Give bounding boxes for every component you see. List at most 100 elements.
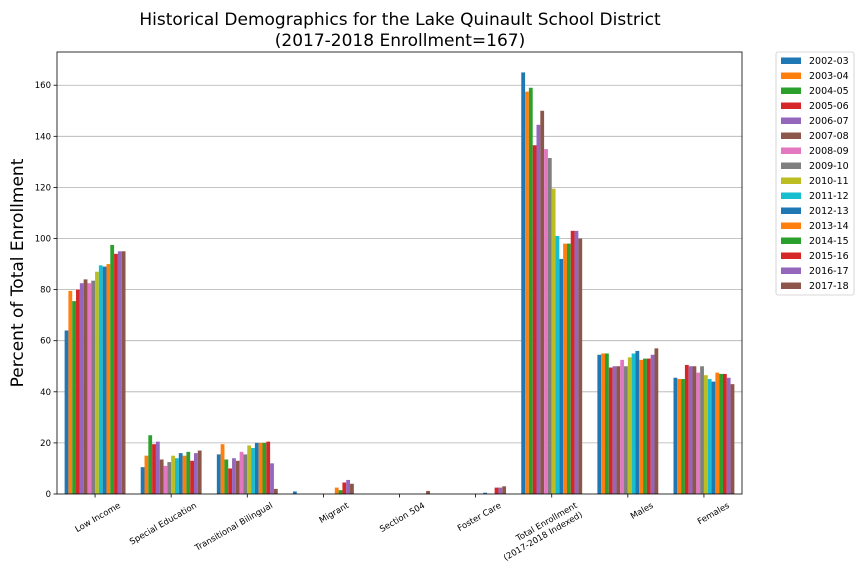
legend-label-2016-17: 2016-17 xyxy=(809,266,849,277)
bar-2010-11-1 xyxy=(171,455,175,494)
bar-2006-07-6 xyxy=(536,124,541,494)
legend-swatch-2011-12 xyxy=(781,192,801,199)
y-tick-label: 60 xyxy=(40,337,51,347)
bar-2004-05-0 xyxy=(72,301,77,494)
bar-2015-16-7 xyxy=(646,358,651,494)
bar-2015-16-1 xyxy=(190,460,194,494)
bar-2006-07-1 xyxy=(155,441,160,494)
bar-2011-12-0 xyxy=(98,265,103,494)
bar-2002-03-3 xyxy=(292,491,297,494)
bar-2014-15-2 xyxy=(262,442,267,494)
legend-label-2010-11: 2010-11 xyxy=(809,176,849,187)
y-axis-label: Percent of Total Enrollment xyxy=(8,158,28,387)
bar-2009-10-7 xyxy=(624,366,628,494)
bar-2002-03-8 xyxy=(673,377,678,494)
bar-2005-06-6 xyxy=(532,145,537,494)
bar-2013-14-1 xyxy=(182,455,187,494)
bar-2016-17-6 xyxy=(574,230,579,494)
legend-label-2004-05: 2004-05 xyxy=(809,86,849,97)
legend-label-2005-06: 2005-06 xyxy=(809,101,849,112)
y-tick-label: 0 xyxy=(46,490,51,500)
y-tick-label: 80 xyxy=(40,286,51,296)
bar-2009-10-8 xyxy=(700,366,704,494)
legend-swatch-2009-10 xyxy=(781,162,801,169)
legend-swatch-2017-18 xyxy=(781,282,801,289)
bar-2013-14-7 xyxy=(639,359,644,494)
bar-2016-17-7 xyxy=(650,354,655,494)
legend-swatch-2010-11 xyxy=(781,177,801,184)
bar-2017-18-4 xyxy=(426,490,430,494)
bar-2006-07-0 xyxy=(79,283,84,494)
bar-2010-11-2 xyxy=(247,445,252,494)
bar-2013-14-6 xyxy=(563,243,567,494)
legend-swatch-2016-17 xyxy=(781,267,801,274)
bar-2016-17-0 xyxy=(117,251,122,494)
y-tick-label: 20 xyxy=(40,439,51,449)
legend-swatch-2012-13 xyxy=(781,207,801,214)
bar-2017-18-6 xyxy=(578,238,583,494)
bar-2008-09-8 xyxy=(696,372,701,494)
bar-2007-08-1 xyxy=(159,459,164,494)
legend-swatch-2008-09 xyxy=(781,147,801,154)
bar-2011-12-7 xyxy=(631,353,636,494)
bar-2015-16-5 xyxy=(494,487,499,494)
bar-2017-18-1 xyxy=(197,450,202,494)
bar-2016-17-1 xyxy=(194,453,198,494)
bar-2002-03-6 xyxy=(521,72,526,495)
bar-2006-07-8 xyxy=(688,366,693,494)
bar-2012-13-7 xyxy=(635,350,640,494)
bar-2012-13-0 xyxy=(102,266,107,494)
chart-subtitle: (2017-2018 Enrollment=167) xyxy=(275,31,525,51)
grid-lines xyxy=(57,84,742,444)
legend-label-2009-10: 2009-10 xyxy=(809,161,849,172)
legend-label-2013-14: 2013-14 xyxy=(809,221,849,232)
legend-label-2017-18: 2017-18 xyxy=(809,281,849,292)
bar-2003-04-2 xyxy=(220,444,225,494)
bar-2007-08-8 xyxy=(692,366,697,494)
y-tick-label: 40 xyxy=(40,388,51,398)
bar-2005-06-2 xyxy=(228,468,233,494)
y-tick-label: 140 xyxy=(35,132,51,142)
bar-2005-06-1 xyxy=(152,444,156,494)
bar-2014-15-3 xyxy=(338,490,343,494)
legend-swatch-2005-06 xyxy=(781,102,801,109)
bar-2016-17-3 xyxy=(346,479,351,494)
bar-2013-14-0 xyxy=(106,264,111,494)
bar-2007-08-6 xyxy=(540,110,545,495)
bar-2010-11-7 xyxy=(627,357,632,494)
legend-label-2011-12: 2011-12 xyxy=(809,191,849,202)
bar-2004-05-7 xyxy=(605,353,609,494)
bar-2003-04-6 xyxy=(525,91,529,494)
legend-swatch-2015-16 xyxy=(781,252,801,259)
bar-2017-18-2 xyxy=(273,488,278,494)
bar-2017-18-7 xyxy=(654,348,659,494)
legend-label-2006-07: 2006-07 xyxy=(809,116,849,127)
bar-2002-03-2 xyxy=(216,454,221,494)
bar-2005-06-7 xyxy=(608,367,613,494)
bar-2010-11-0 xyxy=(95,271,99,494)
bar-2009-10-0 xyxy=(91,280,96,494)
legend-swatch-2006-07 xyxy=(781,117,801,124)
bar-2009-10-2 xyxy=(243,454,248,494)
bar-2002-03-1 xyxy=(140,467,145,494)
bar-2017-18-3 xyxy=(350,483,354,494)
bar-2013-14-2 xyxy=(258,442,263,494)
bar-2004-05-6 xyxy=(528,87,533,494)
bar-2010-11-6 xyxy=(551,188,556,494)
y-tick-label: 120 xyxy=(35,183,51,193)
bar-2011-12-6 xyxy=(555,235,560,495)
bar-2007-08-2 xyxy=(235,460,240,494)
bar-2014-15-0 xyxy=(110,244,115,494)
legend-swatch-2003-04 xyxy=(781,72,801,79)
legend-swatch-2007-08 xyxy=(781,132,801,139)
bar-2003-04-7 xyxy=(601,353,605,494)
legend-label-2007-08: 2007-08 xyxy=(809,131,849,142)
legend-swatch-2002-03 xyxy=(781,57,801,64)
bar-2011-12-2 xyxy=(251,448,255,494)
legend-swatch-2013-14 xyxy=(781,222,801,229)
bar-2002-03-0 xyxy=(64,330,69,494)
bar-2016-17-8 xyxy=(726,377,731,494)
bar-2008-09-2 xyxy=(239,451,244,494)
bar-2014-15-1 xyxy=(186,451,191,494)
bar-2017-18-5 xyxy=(502,486,507,494)
